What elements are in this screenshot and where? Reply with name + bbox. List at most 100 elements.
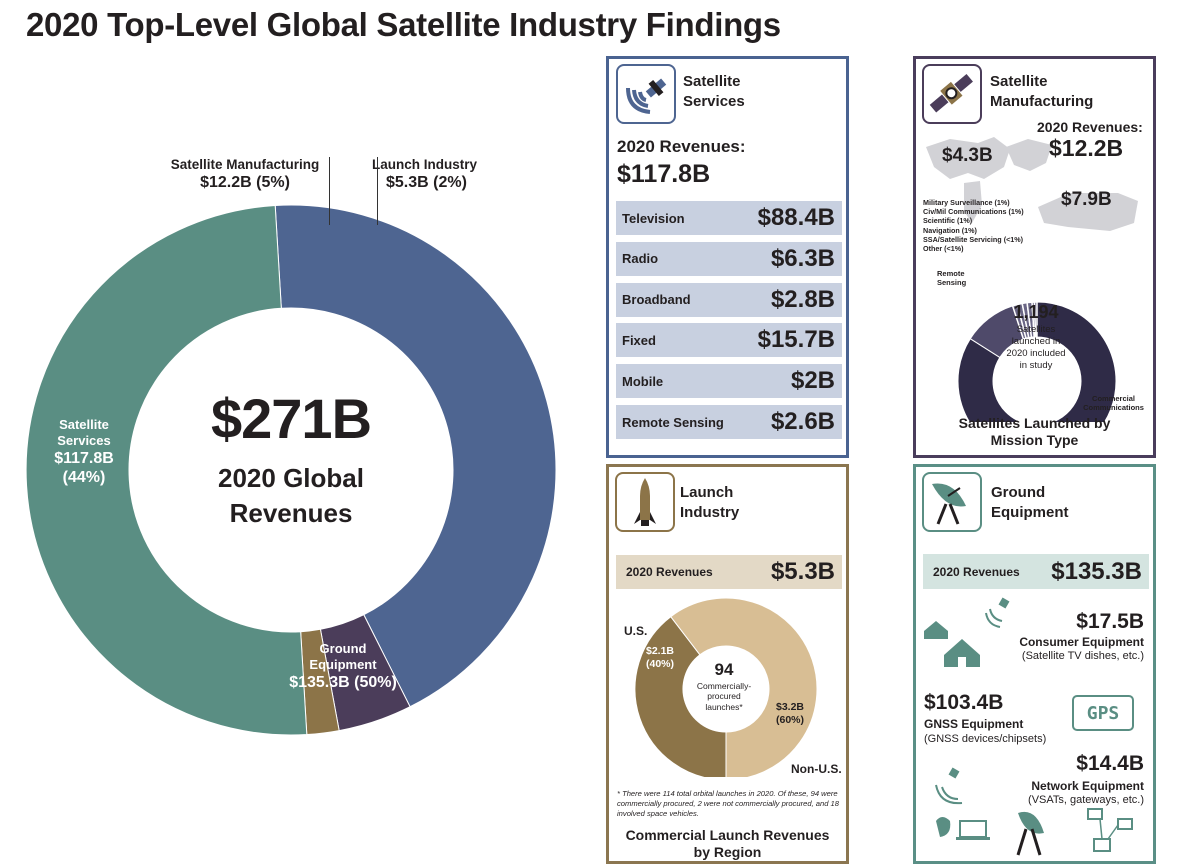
panel-satellite-manufacturing: Satellite Manufacturing 2020 Revenues: $… [913, 56, 1156, 458]
label-services-pct: (44%) [62, 469, 106, 487]
us-value: $2.1B [645, 645, 675, 657]
launch-footnote: * There were 114 total orbital launches … [617, 789, 839, 818]
network-label: Network Equipment [1031, 779, 1144, 793]
launch-chart-title-line2: by Region [693, 844, 762, 861]
launch-title-line2: Industry [680, 503, 740, 521]
services-row: Radio $6.3B [616, 241, 842, 276]
mission-center-value: 1,194 [1013, 302, 1059, 322]
mission-legend-item: Navigation (1%) [923, 225, 977, 235]
services-row: Fixed $15.7B [616, 323, 842, 358]
launch-chart-title: Commercial Launch Revenues by Region [609, 827, 846, 861]
slice-satellite-services [274, 204, 557, 708]
house-icon [924, 597, 1010, 667]
services-row-label: Fixed [622, 332, 656, 348]
panel-launch-industry: Launch Industry 2020 Revenues $5.3B U.S.… [606, 464, 849, 864]
us-label: U.S. [624, 624, 648, 638]
non-us-label: Non-U.S. [791, 762, 842, 776]
main-center-value: $271B [210, 387, 372, 450]
label-manufacturing: Satellite Manufacturing $12.2B (5%) [150, 157, 340, 193]
label-launch-name: Launch Industry [372, 157, 478, 172]
main-center-label: 2020 Global Revenues [218, 463, 364, 528]
launch-center-value: 94 [714, 660, 734, 679]
services-row-value: $2B [790, 367, 835, 395]
mission-chart-title-line1: Satellites Launched by [958, 415, 1111, 431]
world-map-graphic [926, 137, 1138, 231]
launch-chart-title-line1: Commercial Launch Revenues [625, 827, 830, 843]
ground-title: Ground Equipment [991, 483, 1069, 522]
laptop-icon [935, 767, 1133, 856]
launch-center-label: Commercially-procured launches* [696, 680, 752, 712]
launch-region-donut [634, 597, 818, 777]
label-ground-value: $135.3B (50%) [289, 673, 397, 691]
launch-revenue-value: $5.3B [770, 558, 835, 585]
ground-revenue-value: $135.3B [1051, 557, 1142, 585]
slice-commercial-communications [957, 301, 1117, 422]
consumer-note: (Satellite TV dishes, etc.) [1021, 650, 1144, 662]
services-row-value: $15.7B [757, 326, 835, 354]
main-donut-chart [25, 204, 557, 736]
slice-ground-equipment [25, 204, 308, 736]
mission-legend: Military Surveillance (1%) Civ/Mil Commun… [923, 198, 1024, 253]
label-ground-name: Ground Equipment [309, 641, 377, 672]
label-ground: Ground Equipment $135.3B (50%) [258, 641, 428, 692]
mfg-title-line2: Manufacturing [990, 92, 1094, 110]
services-row-label: Mobile [622, 373, 664, 389]
label-manufacturing-name: Satellite Manufacturing [170, 157, 320, 172]
mfg-world-value: $4.3B [942, 145, 993, 166]
launch-revenue-row: 2020 Revenues $5.3B [616, 555, 842, 589]
services-row-label: Remote Sensing [622, 414, 724, 430]
services-title-line1: Satellite [683, 73, 741, 90]
mfg-title: Satellite Manufacturing [990, 72, 1093, 111]
main-center: $271B 2020 Global Revenues [161, 385, 421, 530]
label-services: Satellite Services $117.8B (44%) [34, 417, 134, 488]
consumer-value: $17.5B [1076, 610, 1144, 633]
satellite-icon [616, 64, 676, 124]
ground-revenue-row: 2020 Revenues $135.3B [923, 554, 1149, 589]
mfg-title-line1: Satellite [990, 73, 1048, 90]
services-row-label: Television [622, 210, 685, 226]
label-launch-value: $5.3B (2%) [386, 174, 467, 192]
gnss-label: GNSS Equipment [924, 717, 1024, 731]
launch-center: 94 Commercially-procured launches* [684, 660, 764, 713]
comm-label: Commercial Communications [1083, 394, 1144, 412]
mission-chart-title-line2: Mission Type [990, 432, 1079, 449]
network-value: $14.4B [1076, 752, 1144, 775]
services-row-label: Broadband [622, 292, 691, 308]
ground-title-line1: Ground [991, 484, 1046, 501]
gps-text: GPS [1086, 702, 1120, 724]
services-revenue-label: 2020 Revenues: [617, 137, 746, 156]
mission-legend-item: Military Surveillance (1%) [923, 198, 1010, 207]
us-pct: (40%) [645, 657, 674, 670]
services-row-value: $2.6B [770, 408, 835, 435]
services-row: Remote Sensing $2.6B [616, 405, 842, 439]
launch-title: Launch Industry [680, 483, 739, 522]
launch-revenue-label: 2020 Revenues [626, 565, 713, 579]
services-row-label: Radio [622, 251, 659, 267]
launch-title-line1: Launch [680, 484, 734, 501]
gnss-value: $103.4B [924, 691, 1004, 714]
label-launch: Launch Industry $5.3B (2%) [372, 157, 512, 193]
slice-non-u-s- [670, 597, 818, 777]
ground-title-line2: Equipment [991, 503, 1069, 521]
slice-other [1033, 301, 1038, 338]
panel-satellite-services: Satellite Services 2020 Revenues: $117.8… [606, 56, 849, 458]
rocket-icon [615, 472, 675, 532]
services-row-value: $2.8B [770, 285, 835, 313]
mission-chart-title: Satellites Launched by Mission Type [916, 415, 1153, 449]
services-row: Broadband $2.8B [616, 282, 842, 317]
us-value-label: $2.1B (40%) [635, 645, 685, 671]
page-title: 2020 Top-Level Global Satellite Industry… [26, 6, 781, 43]
mission-legend-item: Other (<1%) [923, 244, 964, 254]
network-note: (VSATs, gateways, etc.) [1028, 794, 1144, 806]
services-revenue-value: $117.8B [617, 160, 711, 188]
leader-line-manufacturing [329, 157, 330, 225]
label-services-name: Satellite Services [57, 417, 111, 448]
mission-legend-item: Scientific (1%) [923, 216, 973, 226]
label-services-value: $117.8B [54, 449, 114, 467]
services-row-value: $6.3B [770, 244, 835, 272]
dish-icon [922, 472, 982, 532]
services-row: Mobile $2B [616, 364, 842, 399]
services-title: Satellite Services [683, 72, 745, 111]
ground-revenue-label: 2020 Revenues [933, 564, 1020, 579]
panel-ground-equipment: Ground Equipment 2020 Revenues $135.3B $… [913, 464, 1156, 864]
